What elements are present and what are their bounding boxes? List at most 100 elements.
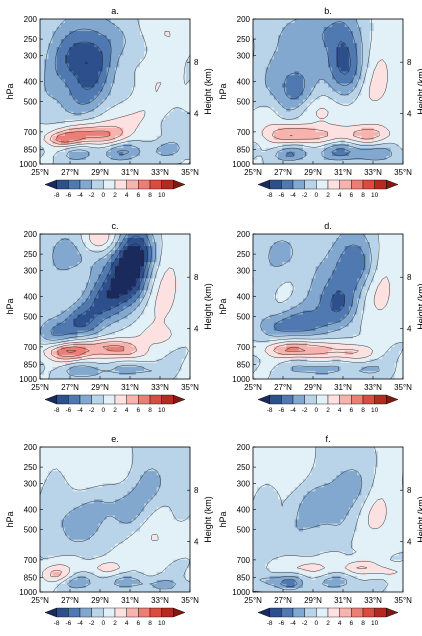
field-cell (348, 111, 354, 117)
field-cell (344, 266, 350, 271)
field-cell (173, 63, 178, 68)
field-cell (303, 250, 308, 255)
field-cell (169, 135, 174, 141)
field-cell (348, 71, 354, 76)
field-cell (69, 314, 74, 319)
field-cell (44, 234, 49, 239)
field-cell (298, 159, 304, 165)
field-cell (156, 95, 162, 100)
field-cell (323, 262, 329, 267)
field-cell (165, 103, 170, 108)
colorbar-tick-label: 0 (102, 407, 106, 414)
field-cell (144, 63, 149, 68)
field-cell (123, 87, 128, 92)
field-cell (131, 250, 137, 255)
field-cell (110, 286, 116, 291)
field-cell (169, 99, 174, 104)
field-cell (298, 294, 304, 299)
field-cell (340, 262, 346, 267)
field-cell (177, 342, 183, 348)
field-cell (336, 326, 341, 332)
field-cell (323, 135, 329, 141)
field-cell (311, 27, 316, 32)
field-cell (48, 23, 53, 28)
field-cell (257, 286, 262, 291)
field-cell (165, 151, 170, 157)
field-cell (152, 111, 158, 117)
field-cell (102, 322, 108, 327)
field-cell (253, 71, 258, 76)
field-cell (144, 282, 149, 287)
field-cell (303, 75, 308, 80)
field-cell (119, 326, 124, 332)
field-cell (298, 59, 304, 64)
field-cell (160, 43, 166, 48)
field-cell (131, 95, 137, 100)
field-cell (311, 266, 316, 271)
field-cell (69, 322, 74, 327)
field-cell (106, 314, 112, 319)
field-cell (77, 23, 83, 28)
field-cell (48, 234, 53, 239)
field-cell (44, 342, 49, 348)
field-cell (119, 278, 124, 283)
field-cell (185, 286, 191, 291)
field-cell (90, 334, 95, 340)
field-cell (119, 366, 124, 372)
field-cell (348, 83, 354, 88)
field-cell (336, 286, 341, 291)
field-cell (390, 322, 396, 327)
field-cell (127, 294, 133, 299)
field-cell (140, 95, 145, 100)
field-cell (273, 143, 279, 149)
field-cell (319, 155, 325, 161)
field-cell (273, 310, 279, 315)
field-cell (123, 51, 128, 56)
field-cell (52, 103, 58, 108)
field-cell (123, 306, 128, 311)
field-cell (278, 91, 283, 96)
colorbar: -8 -6 -4 -2 0 2 4 6 8 10 (257, 179, 399, 199)
field-cell (261, 19, 266, 24)
field-cell (85, 270, 91, 275)
field-cell (144, 374, 149, 380)
field-cell (390, 139, 396, 145)
panel-title: d. (324, 221, 332, 231)
field-cell (110, 270, 116, 275)
field-cell (261, 159, 266, 165)
field-cell (65, 135, 70, 141)
field-cell (140, 242, 145, 247)
field-cell (357, 51, 362, 56)
colorbar-tick-label: 2 (113, 407, 117, 414)
field-cell (185, 342, 191, 348)
field-cell (173, 99, 178, 104)
field-cell (361, 55, 366, 60)
field-cell (257, 135, 262, 141)
field-cell (119, 39, 124, 44)
field-cell (102, 67, 108, 72)
field-cell (169, 67, 174, 72)
field-cell (282, 103, 287, 108)
field-cell (156, 242, 162, 247)
field-cell (160, 19, 166, 24)
field-cell (156, 374, 162, 380)
field-cell (44, 290, 49, 295)
field-cell (294, 298, 300, 303)
field-cell (40, 83, 45, 88)
field-cell (286, 159, 291, 165)
field-cell (382, 95, 387, 100)
field-cell (294, 242, 300, 247)
field-cell (156, 338, 162, 344)
field-cell (98, 39, 103, 44)
field-cell (294, 131, 300, 137)
field-cell (60, 151, 66, 157)
field-cell (181, 103, 187, 108)
field-cell (56, 71, 62, 76)
field-cell (102, 19, 108, 24)
field-cell (269, 67, 275, 72)
field-cell (169, 75, 174, 80)
field-cell (390, 155, 396, 161)
field-cell (85, 282, 91, 287)
field-cell (315, 262, 321, 267)
field-cell (181, 270, 187, 275)
